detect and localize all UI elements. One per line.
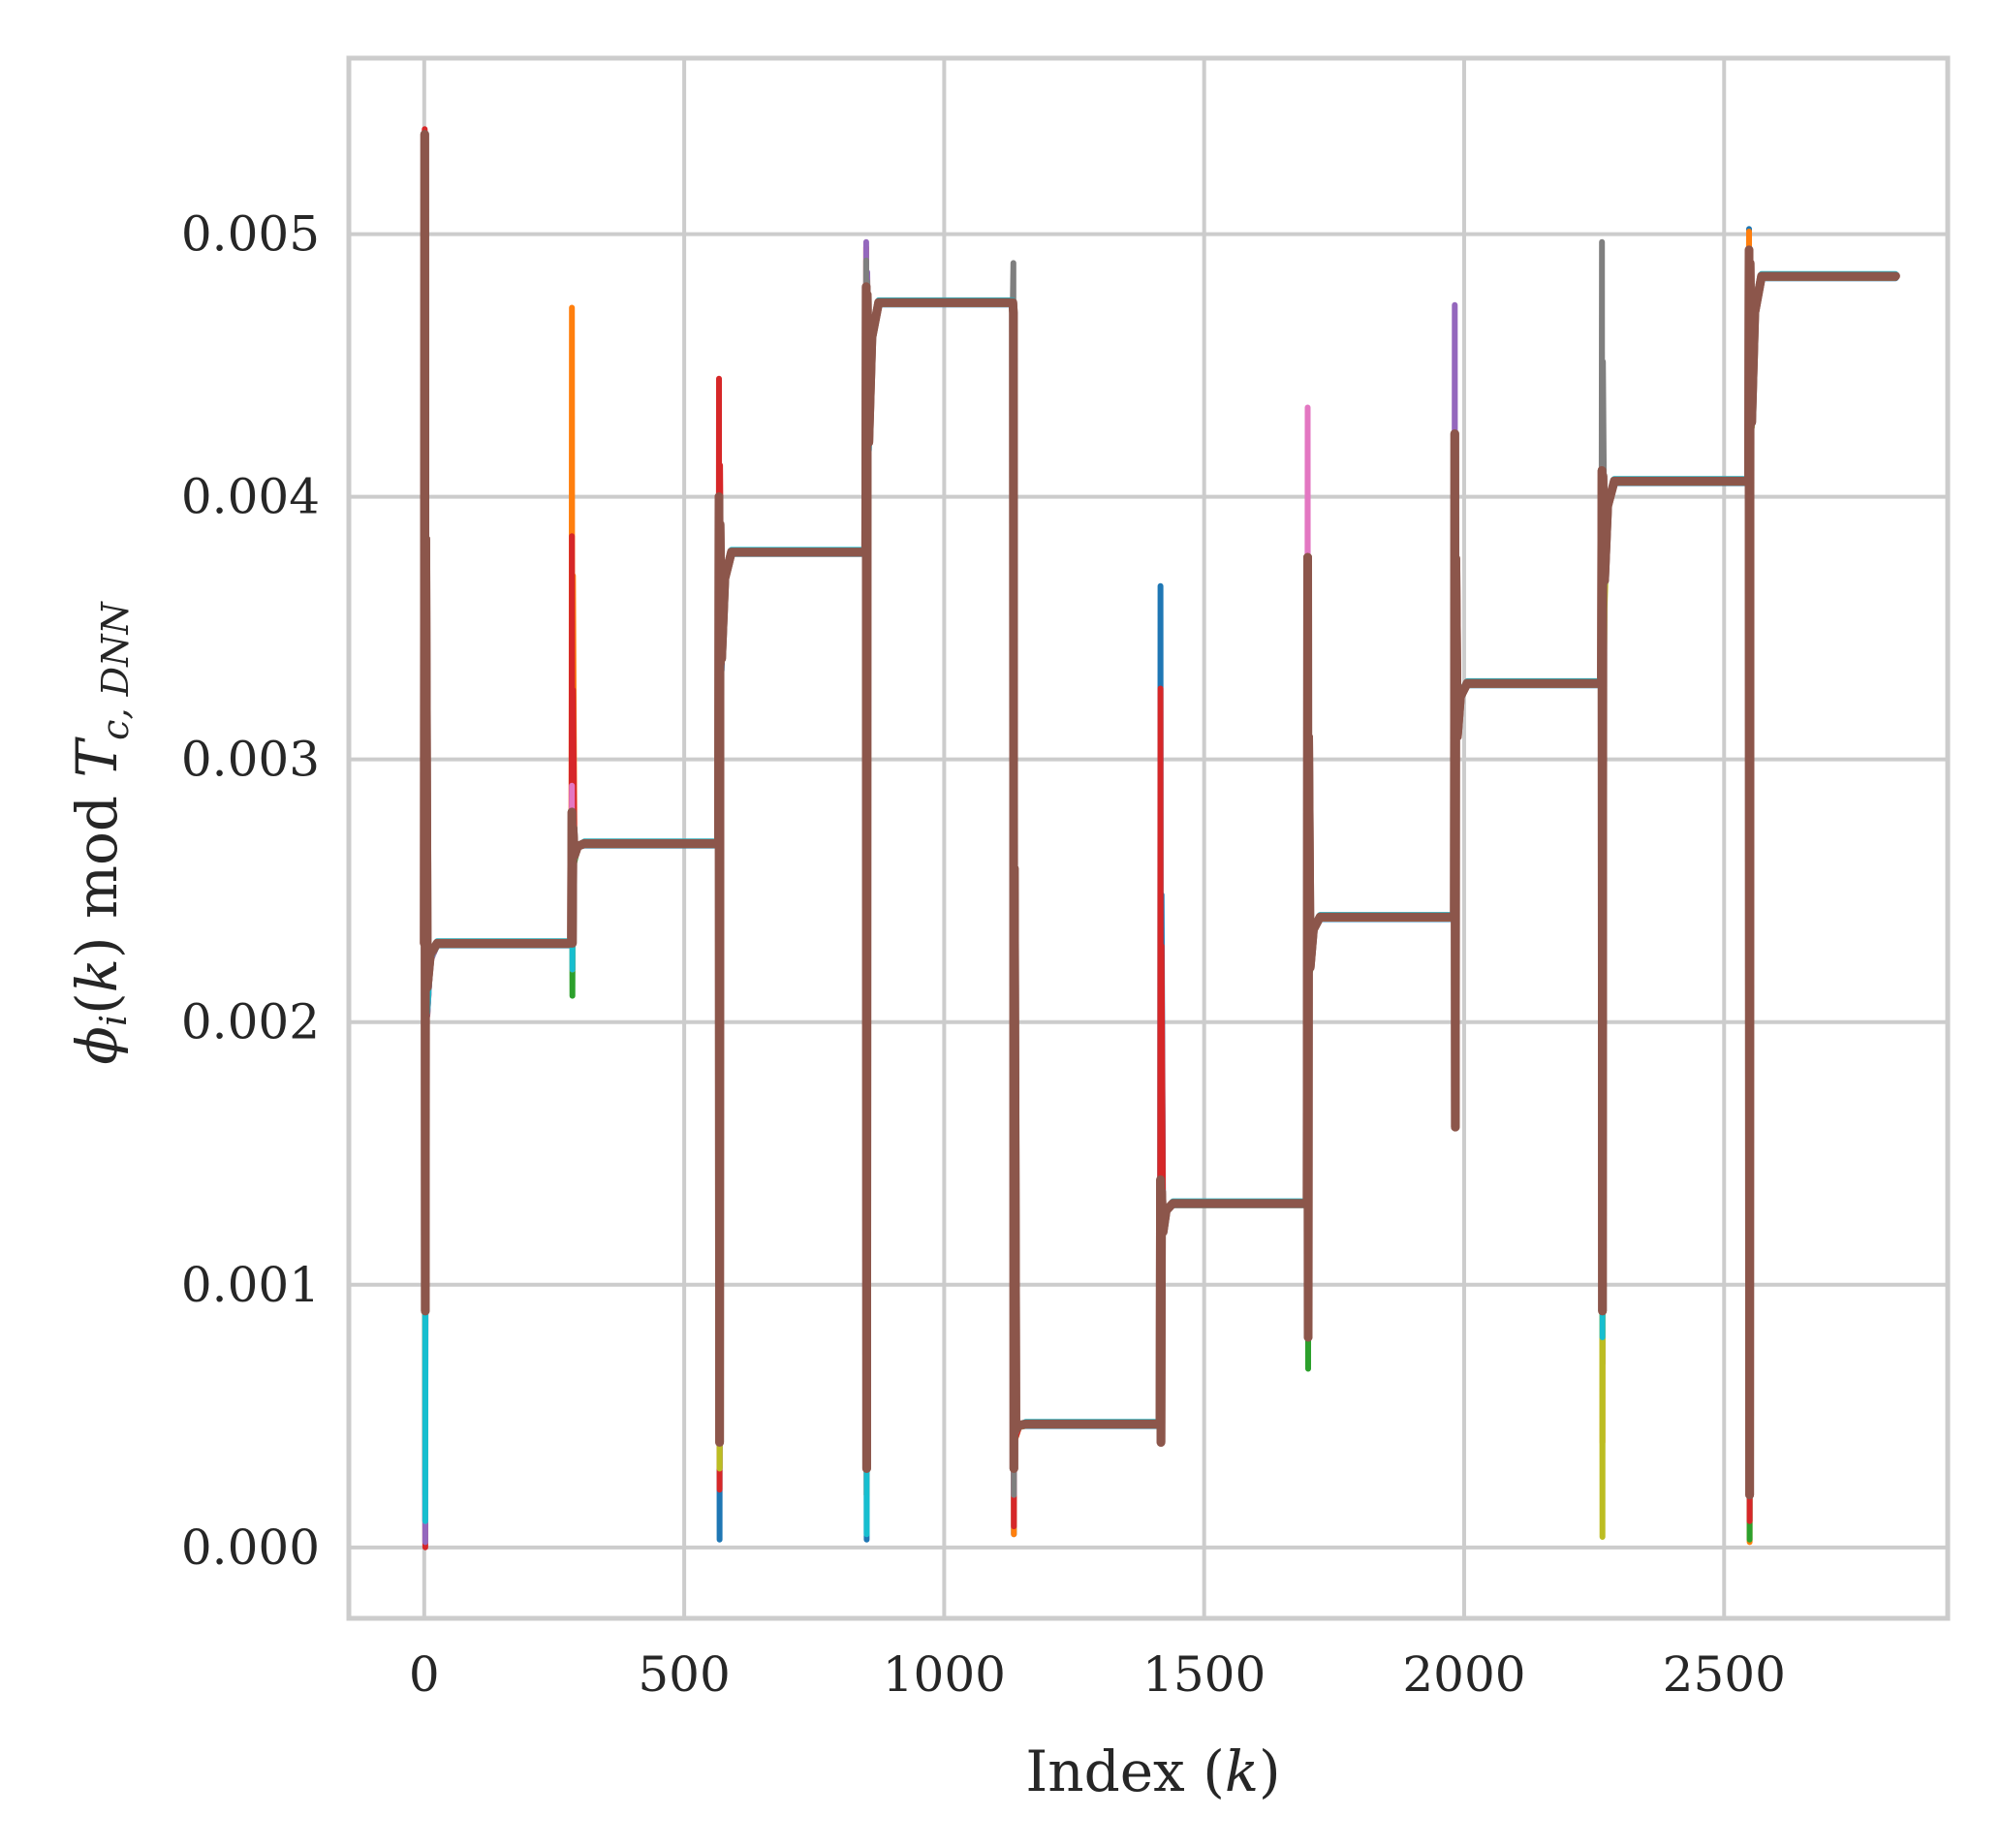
plot-frame: [346, 55, 1951, 1621]
x-tick-label: 0: [409, 1646, 440, 1703]
x-tick-label: 2500: [1663, 1646, 1786, 1703]
x-axis-label-var: k: [1225, 1738, 1259, 1804]
y-axis-label-T: T: [64, 736, 130, 778]
y-axis-label-sub-i: i: [92, 1015, 135, 1026]
x-axis-label-pre: Index (: [1025, 1738, 1225, 1804]
y-axis-ticks: 0.000 0.001 0.002 0.003 0.004 0.005: [181, 206, 320, 1576]
x-tick-label: 2000: [1402, 1646, 1525, 1703]
y-axis-label: ϕi(k) mod Tc, DNN: [64, 601, 137, 1065]
y-tick-label: 0.004: [181, 469, 320, 525]
y-axis-label-k: k: [64, 958, 130, 992]
x-tick-label: 500: [638, 1646, 730, 1703]
x-axis-label: Index (k): [1025, 1738, 1280, 1804]
y-tick-label: 0.005: [181, 206, 320, 263]
y-axis-label-mod: mod: [64, 796, 130, 919]
y-tick-label: 0.003: [181, 732, 320, 788]
grid: [349, 58, 1948, 1618]
y-axis-label-sub-cdnn: c, DNN: [94, 601, 137, 740]
series-group: [420, 126, 1900, 1550]
y-axis-label-phi: ϕ: [64, 1026, 130, 1065]
x-axis-ticks: 0 500 1000 1500 2000 2500: [409, 1646, 1786, 1703]
x-axis-label-post: ): [1259, 1738, 1281, 1804]
x-tick-label: 1000: [883, 1646, 1006, 1703]
y-tick-label: 0.002: [181, 994, 320, 1050]
y-tick-label: 0.001: [181, 1257, 320, 1313]
y-tick-label: 0.000: [181, 1519, 320, 1576]
x-tick-label: 1500: [1142, 1646, 1266, 1703]
series-line-top: [420, 130, 1900, 1500]
